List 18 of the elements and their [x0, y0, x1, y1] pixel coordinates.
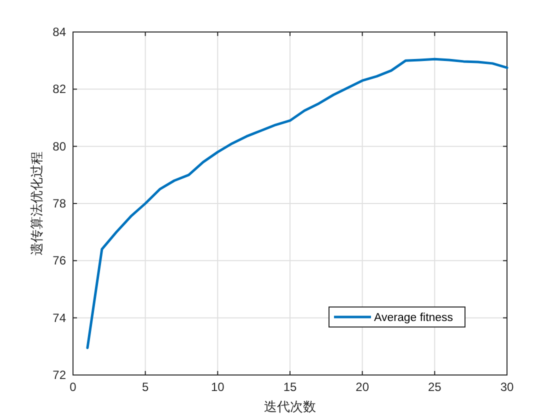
x-tick-label: 10 [210, 380, 225, 394]
x-tick-label: 30 [500, 380, 514, 394]
x-tick-label: 15 [283, 380, 297, 394]
y-tick-label: 78 [52, 196, 66, 210]
x-axis-title: 迭代次数 [264, 399, 316, 414]
y-tick-label: 74 [52, 310, 66, 325]
x-tick-label: 25 [428, 380, 442, 394]
y-tick-label: 84 [52, 25, 66, 39]
legend-label: Average fitness [374, 312, 454, 324]
y-tick-label: 82 [52, 82, 66, 96]
line-series [86, 58, 508, 350]
x-tick-label: 5 [142, 380, 149, 394]
x-tick-label: 0 [70, 380, 77, 394]
y-tick-label: 72 [52, 368, 66, 382]
y-axis-title: 遗传算法优化过程 [29, 152, 44, 256]
y-tick-label: 76 [52, 254, 66, 268]
x-tick-label: 20 [356, 380, 370, 394]
y-tick-label: 80 [52, 139, 66, 154]
